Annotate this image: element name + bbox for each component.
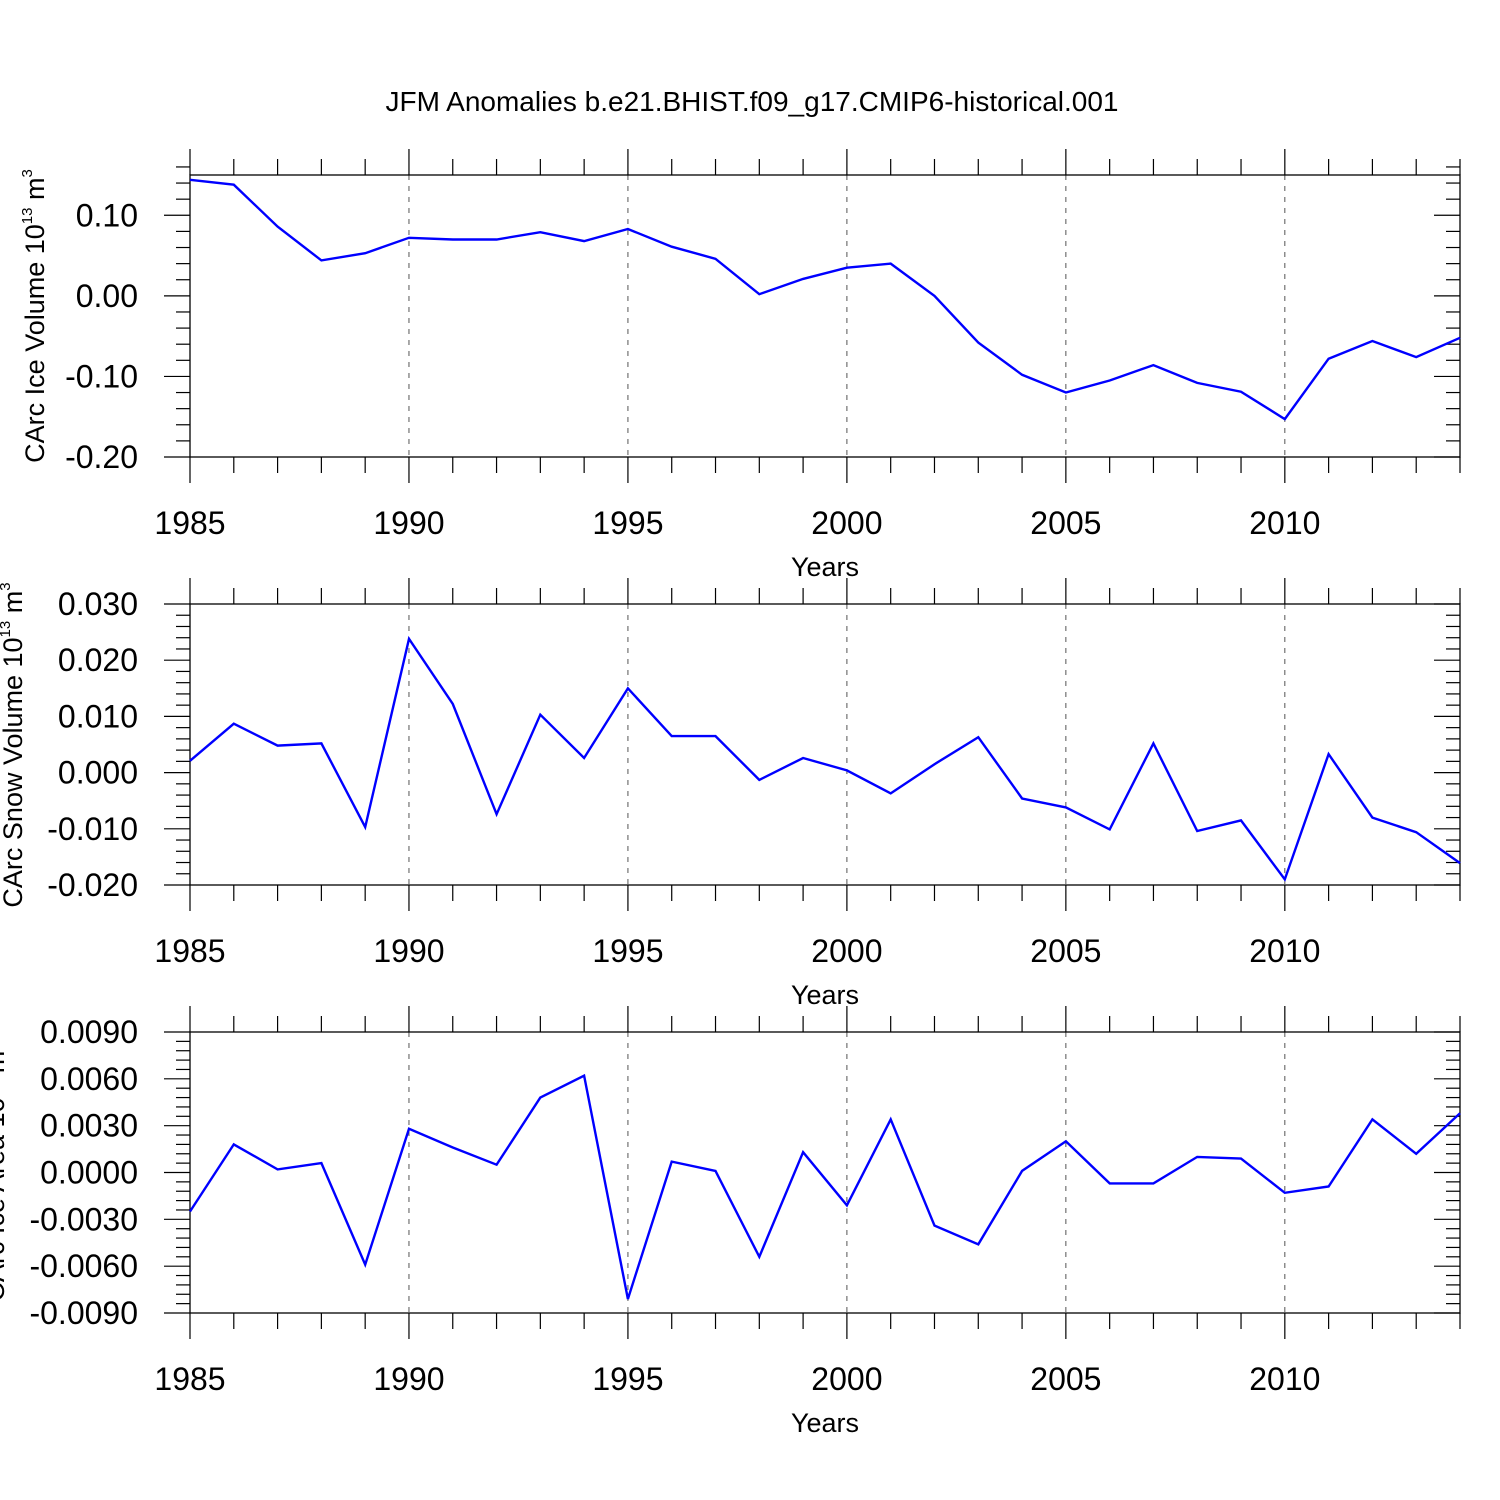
y-tick-label: 0.030 <box>58 586 138 622</box>
y-tick-label: -0.20 <box>65 439 138 475</box>
y-tick-label: -0.0060 <box>29 1248 138 1284</box>
y-axis-label: CArc Ice Area 1013 m2 <box>0 1042 10 1301</box>
x-tick-label: 1985 <box>154 933 225 969</box>
x-tick-label: 2005 <box>1030 933 1101 969</box>
series-line-1 <box>188 1073 1461 1300</box>
panel-3: 1985 1990 1995 2000 2005 2010 Years -0.0090 -0.0… <box>0 1006 1461 1438</box>
y-tick-label: -0.020 <box>47 867 138 903</box>
y-tick-label: 0.00 <box>76 278 138 314</box>
panel-1: 1985 1990 1995 2000 2005 2010 Years -0.20 -0.10 0… <box>19 149 1461 582</box>
series-line-1 <box>189 635 1461 882</box>
x-axis-label: Years <box>791 552 859 582</box>
x-tick-label: 2010 <box>1249 933 1320 969</box>
x-axis-label: Years <box>791 980 859 1010</box>
y-tick-label: -0.0030 <box>29 1201 138 1237</box>
y-tick-label: 0.0000 <box>40 1155 138 1191</box>
y-tick-label: 0.010 <box>58 698 138 734</box>
series-line-1 <box>189 178 1461 421</box>
y-tick-label: 0.10 <box>76 197 138 233</box>
y-tick-label: 0.0060 <box>40 1061 138 1097</box>
chart-title: JFM Anomalies b.e21.BHIST.f09_g17.CMIP6-… <box>385 86 1118 117</box>
x-tick-label: 1985 <box>154 1361 225 1397</box>
x-tick-label: 1990 <box>373 505 444 541</box>
x-tick-label: 2005 <box>1030 505 1101 541</box>
plot-frame <box>189 174 1461 458</box>
y-axis-label: CArc Ice Volume 1013 m3 <box>19 169 50 463</box>
y-axis-label: CArc Snow Volume 1013 m3 <box>0 582 28 907</box>
y-tick-label: 0.0030 <box>40 1108 138 1144</box>
y-tick-label: -0.10 <box>65 358 138 394</box>
x-tick-label: 1985 <box>154 505 225 541</box>
x-tick-label: 2000 <box>811 1361 882 1397</box>
x-tick-label: 2000 <box>811 505 882 541</box>
x-axis-label: Years <box>791 1408 859 1438</box>
x-tick-label: 2000 <box>811 933 882 969</box>
y-tick-label: 0.020 <box>58 642 138 678</box>
x-tick-label: 2005 <box>1030 1361 1101 1397</box>
panel-2: 1985 1990 1995 2000 2005 2010 Years -0.020 -0.01… <box>0 578 1461 1010</box>
x-tick-label: 1995 <box>592 505 663 541</box>
plot-frame <box>189 603 1461 886</box>
y-tick-label: -0.010 <box>47 811 138 847</box>
x-tick-label: 1990 <box>373 1361 444 1397</box>
y-tick-label: 0.000 <box>58 755 138 791</box>
y-tick-label: 0.0090 <box>40 1014 138 1050</box>
y-tick-label: -0.0090 <box>29 1295 138 1331</box>
x-tick-label: 2010 <box>1249 505 1320 541</box>
x-tick-label: 1990 <box>373 933 444 969</box>
plot-frame <box>189 1031 1461 1314</box>
x-tick-label: 1995 <box>592 933 663 969</box>
x-tick-label: 2010 <box>1249 1361 1320 1397</box>
x-tick-label: 1995 <box>592 1361 663 1397</box>
